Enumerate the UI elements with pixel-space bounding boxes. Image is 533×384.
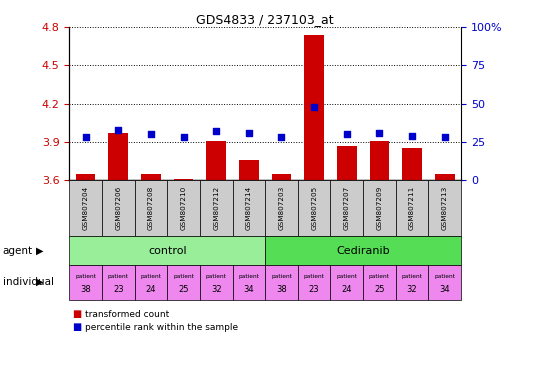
Point	[114, 127, 123, 133]
Text: 34: 34	[439, 285, 450, 295]
Text: patient: patient	[271, 273, 292, 278]
Text: patient: patient	[238, 273, 259, 278]
Text: patient: patient	[369, 273, 390, 278]
Text: transformed count: transformed count	[85, 310, 169, 319]
Text: ▶: ▶	[36, 277, 44, 287]
Text: 24: 24	[342, 285, 352, 295]
Text: GSM807213: GSM807213	[442, 186, 448, 230]
Text: GSM807214: GSM807214	[246, 186, 252, 230]
Bar	[174, 179, 193, 180]
Text: patient: patient	[75, 273, 96, 278]
Point	[245, 130, 253, 136]
Bar	[206, 141, 226, 180]
Point	[310, 104, 318, 110]
Bar	[239, 160, 259, 180]
Title: GDS4833 / 237103_at: GDS4833 / 237103_at	[196, 13, 334, 26]
Point	[408, 133, 416, 139]
Bar	[402, 149, 422, 180]
Text: ■: ■	[72, 309, 81, 319]
Text: 24: 24	[146, 285, 156, 295]
Text: patient: patient	[206, 273, 227, 278]
Text: 23: 23	[113, 285, 124, 295]
Text: agent: agent	[3, 245, 33, 256]
Text: GSM807203: GSM807203	[278, 186, 285, 230]
Text: control: control	[148, 245, 187, 256]
Text: GSM807205: GSM807205	[311, 186, 317, 230]
Text: GSM807210: GSM807210	[181, 186, 187, 230]
Text: 25: 25	[374, 285, 385, 295]
Text: 32: 32	[407, 285, 417, 295]
Point	[440, 134, 449, 141]
Text: patient: patient	[173, 273, 194, 278]
Bar	[141, 174, 160, 180]
Point	[277, 134, 286, 141]
Text: percentile rank within the sample: percentile rank within the sample	[85, 323, 238, 332]
Text: 38: 38	[276, 285, 287, 295]
Text: individual: individual	[3, 277, 54, 287]
Text: GSM807212: GSM807212	[213, 186, 219, 230]
Text: GSM807208: GSM807208	[148, 186, 154, 230]
Point	[212, 128, 221, 134]
Text: GSM807211: GSM807211	[409, 186, 415, 230]
Point	[147, 131, 155, 137]
Bar	[272, 174, 291, 180]
Text: 32: 32	[211, 285, 222, 295]
Text: 34: 34	[244, 285, 254, 295]
Text: patient: patient	[434, 273, 455, 278]
Point	[343, 131, 351, 137]
Point	[82, 134, 90, 141]
Text: GSM807207: GSM807207	[344, 186, 350, 230]
Bar	[370, 141, 389, 180]
Point	[375, 130, 384, 136]
Text: GSM807206: GSM807206	[115, 186, 122, 230]
Text: GSM807204: GSM807204	[83, 186, 88, 230]
Text: 25: 25	[179, 285, 189, 295]
Bar	[109, 133, 128, 180]
Bar	[76, 174, 95, 180]
Text: GSM807209: GSM807209	[376, 186, 383, 230]
Text: ■: ■	[72, 322, 81, 332]
Text: patient: patient	[402, 273, 423, 278]
Text: patient: patient	[141, 273, 161, 278]
Text: 23: 23	[309, 285, 319, 295]
Point	[179, 134, 188, 141]
Text: 38: 38	[80, 285, 91, 295]
Bar	[304, 35, 324, 180]
Text: patient: patient	[336, 273, 357, 278]
Text: ▶: ▶	[36, 245, 44, 256]
Bar	[435, 174, 455, 180]
Text: patient: patient	[108, 273, 128, 278]
Bar	[337, 146, 357, 180]
Text: Cediranib: Cediranib	[336, 245, 390, 256]
Text: patient: patient	[304, 273, 325, 278]
